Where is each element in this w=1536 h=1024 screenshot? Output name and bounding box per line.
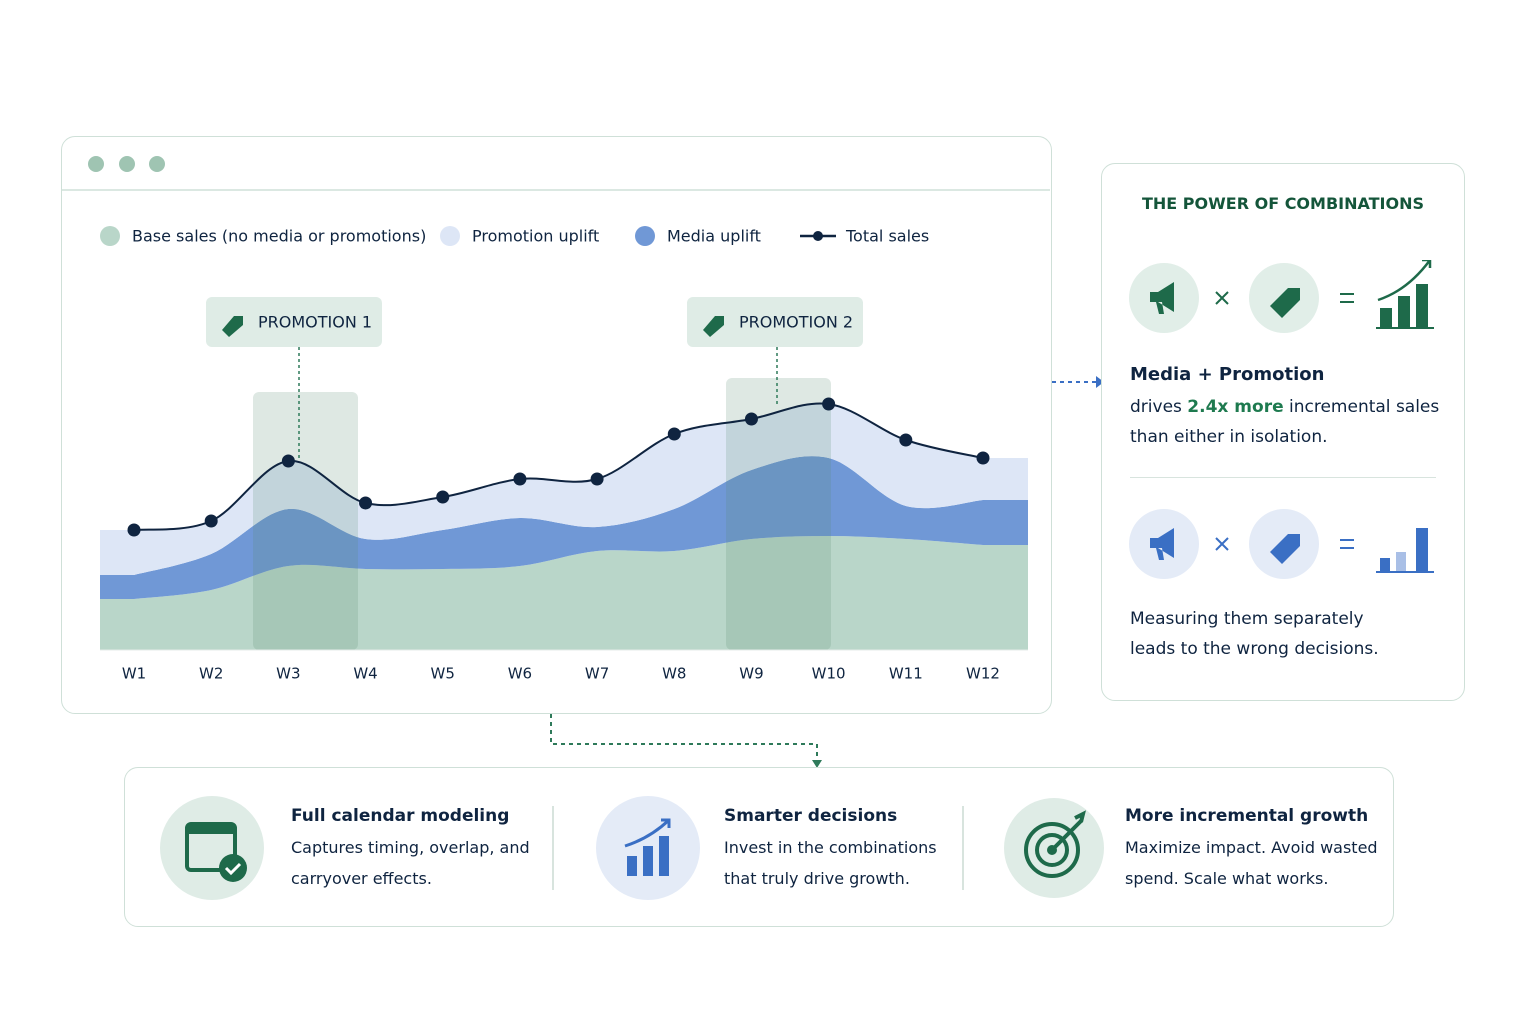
feature-title: More incremental growth: [1125, 806, 1369, 826]
promotion-badge: [687, 297, 863, 347]
legend-swatch: [635, 226, 655, 246]
feature-text: Captures timing, overlap, and carryover …: [291, 838, 530, 888]
total-line: [133, 402, 984, 531]
total-dot: [590, 472, 604, 486]
side-note: Measuring them separately leads to the w…: [1130, 609, 1379, 659]
x-tick-label: W11: [889, 665, 923, 683]
tag-icon: [703, 316, 724, 337]
total-dot: [204, 514, 218, 528]
total-dot: [281, 454, 295, 468]
legend-label: Total sales: [845, 227, 929, 246]
total-dot: [359, 496, 373, 510]
features-panel: Full calendar modeling Captures timing, o…: [124, 767, 1394, 927]
x-tick-label: W1: [122, 665, 146, 683]
feature: Full calendar modeling Captures timing, o…: [291, 806, 531, 894]
legend-swatch: [440, 226, 460, 246]
feature-text: Invest in the combinations that truly dr…: [724, 838, 937, 888]
feature-icons: [160, 796, 1104, 900]
total-dot: [667, 427, 681, 441]
x-tick-label: W4: [353, 665, 377, 683]
feature-title: Full calendar modeling: [291, 806, 510, 826]
side-panel: THE POWER OF COMBINATIONS Media + Promot…: [1101, 163, 1465, 701]
x-tick-label: W5: [431, 665, 455, 683]
total-dot: [822, 397, 836, 411]
x-tick-label: W10: [812, 665, 846, 683]
text: drives: [1130, 397, 1182, 417]
promotion-window: [726, 378, 831, 650]
side-text: drives 2.4x more incremental sales than …: [1130, 392, 1440, 452]
x-tick-label: W12: [966, 665, 1000, 683]
feature: Smarter decisions Invest in the combinati…: [724, 806, 954, 894]
x-tick-label: W7: [585, 665, 609, 683]
side-title: THE POWER OF COMBINATIONS: [1141, 194, 1425, 213]
x-tick-label: W2: [199, 665, 223, 683]
x-tick-label: W9: [739, 665, 763, 683]
combo-icons: [1129, 260, 1434, 333]
promotion-badge: [206, 297, 382, 347]
highlight: 2.4x more: [1187, 397, 1284, 417]
promotion-label: PROMOTION 1: [258, 313, 372, 332]
area: [100, 403, 1028, 575]
area: [100, 456, 1028, 599]
legend-label: Media uplift: [667, 227, 761, 246]
text: incremental sales than either in isolati…: [1130, 397, 1440, 447]
feature-title: Smarter decisions: [724, 806, 898, 826]
tag-icon: [222, 316, 243, 337]
legend-dot: [813, 231, 823, 241]
legend-label: Promotion uplift: [472, 227, 599, 246]
legend-label: Base sales (no media or promotions): [132, 227, 426, 246]
total-dot: [513, 472, 527, 486]
total-dot: [127, 523, 141, 537]
area: [100, 536, 1028, 650]
total-dot: [436, 490, 450, 504]
feature-text: Maximize impact. Avoid wasted spend. Sca…: [1125, 838, 1378, 888]
total-dot: [744, 412, 758, 426]
promotion-label: PROMOTION 2: [739, 313, 853, 332]
x-tick-label: W3: [276, 665, 300, 683]
separate-icons: [1129, 509, 1434, 579]
x-tick-label: W6: [508, 665, 532, 683]
total-dot: [976, 451, 990, 465]
x-tick-label: W8: [662, 665, 686, 683]
feature: More incremental growth Maximize impact. …: [1125, 806, 1387, 894]
legend-swatch: [100, 226, 120, 246]
total-dot: [899, 433, 913, 447]
side-heading: Media + Promotion: [1130, 364, 1325, 385]
promotion-window: [253, 392, 358, 650]
